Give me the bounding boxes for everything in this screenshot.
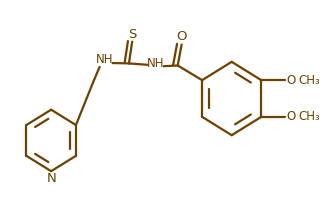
- Text: CH₃: CH₃: [298, 74, 320, 87]
- Text: NH: NH: [147, 57, 164, 70]
- Text: CH₃: CH₃: [298, 110, 320, 123]
- Text: O: O: [287, 74, 296, 87]
- Text: N: N: [46, 172, 56, 185]
- Text: NH: NH: [96, 53, 114, 66]
- Text: O: O: [287, 110, 296, 123]
- Text: O: O: [176, 30, 187, 43]
- Text: S: S: [128, 28, 136, 41]
